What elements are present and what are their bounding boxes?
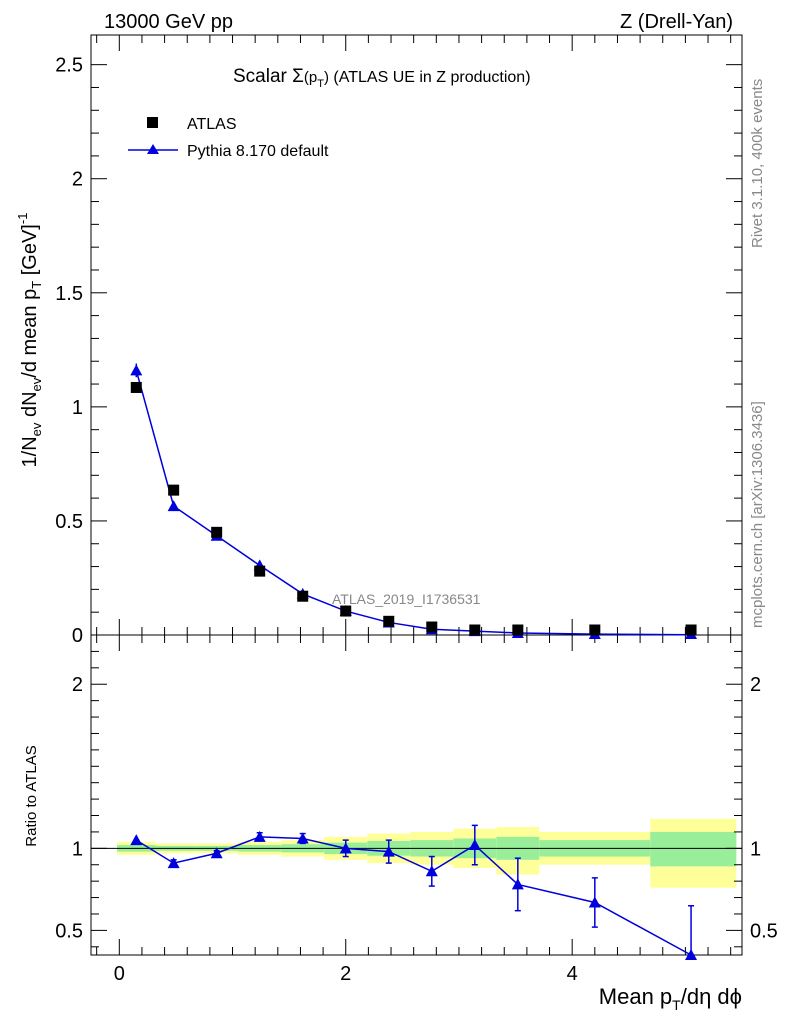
ratio-y-tick-label-left: 1: [72, 838, 83, 860]
ratio-point: [588, 896, 601, 908]
x-tick-label: 0: [114, 963, 125, 985]
x-tick-label: 2: [340, 963, 351, 985]
data-point: [685, 624, 697, 636]
header-right: Z (Drell-Yan): [620, 11, 733, 33]
data-point: [589, 624, 601, 636]
ratio-uncertainty-bands: [117, 818, 737, 888]
data-point: [512, 624, 524, 636]
data-point: [168, 484, 180, 496]
ratio-point: [511, 878, 524, 890]
main-data-series: [130, 381, 697, 636]
ratio-y-tick-label-right: 2: [750, 674, 761, 696]
axis-ticks: [91, 35, 742, 955]
ratio-y-tick-label-left: 0.5: [55, 920, 83, 942]
ratio-point: [210, 847, 223, 859]
rivet-info: Rivet 3.1.10, 400k events: [749, 79, 766, 248]
band-inner-11: [650, 831, 737, 867]
ratio-point: [253, 830, 266, 842]
ratio-point: [382, 845, 395, 857]
data-point: [340, 605, 352, 617]
header-left: 13000 GeV pp: [104, 11, 233, 33]
mc-line: [135, 370, 692, 636]
x-tick-label: 4: [567, 963, 578, 985]
ratio-y-axis-label: Ratio to ATLAS: [23, 745, 40, 846]
ratio-point: [296, 832, 309, 844]
ratio-y-tick-label-right: 0.5: [750, 920, 778, 942]
data-point: [469, 624, 481, 636]
ratio-point: [468, 839, 481, 851]
main-y-tick-label: 0.5: [55, 511, 83, 533]
main-y-tick-label: 0: [72, 625, 83, 647]
ratio-point: [425, 865, 438, 877]
ratio-point: [130, 834, 143, 846]
ratio-mc-series: [130, 824, 698, 960]
data-point: [297, 590, 309, 602]
data-point: [211, 526, 223, 538]
mcplots-info: mcplots.cern.ch [arXiv:1306.3436]: [749, 401, 766, 628]
data-point: [426, 621, 438, 633]
legend-data-marker: [147, 117, 158, 128]
main-y-tick-label: 2.5: [55, 55, 83, 77]
plot-title: Scalar Σ(pT) (ATLAS UE in Z production): [233, 66, 531, 90]
ratio-y-tick-label-right: 1: [750, 838, 761, 860]
data-point: [130, 381, 142, 393]
ratio-point: [685, 949, 698, 960]
legend-data-label: ATLAS: [187, 116, 237, 133]
main-y-tick-label: 2: [72, 169, 83, 191]
data-point: [254, 565, 266, 577]
analysis-watermark: ATLAS_2019_I1736531: [332, 591, 481, 607]
x-axis-label: Mean pT/dη dϕ: [599, 984, 742, 1013]
legend-mc-marker: [147, 144, 159, 154]
ratio-panel-frame: [90, 634, 743, 956]
tick-labels: 0 0.5 1 1.5 2 2.5 0.5 0.5 1 1 2 2 0 2 4: [55, 55, 778, 985]
ratio-point: [339, 842, 352, 854]
ratio-y-tick-label-left: 2: [72, 674, 83, 696]
data-point: [383, 615, 395, 627]
main-y-axis-label: 1/Nev dNev/d mean pT [GeV]-1: [15, 213, 44, 468]
mc-point: [167, 500, 180, 512]
mc-point: [130, 364, 143, 376]
ratio-line: [135, 836, 692, 956]
legend-mc-label: Pythia 8.170 default: [187, 143, 329, 160]
ratio-point: [167, 857, 180, 869]
main-y-tick-label: 1.5: [55, 283, 83, 305]
main-y-tick-label: 1: [72, 397, 83, 419]
